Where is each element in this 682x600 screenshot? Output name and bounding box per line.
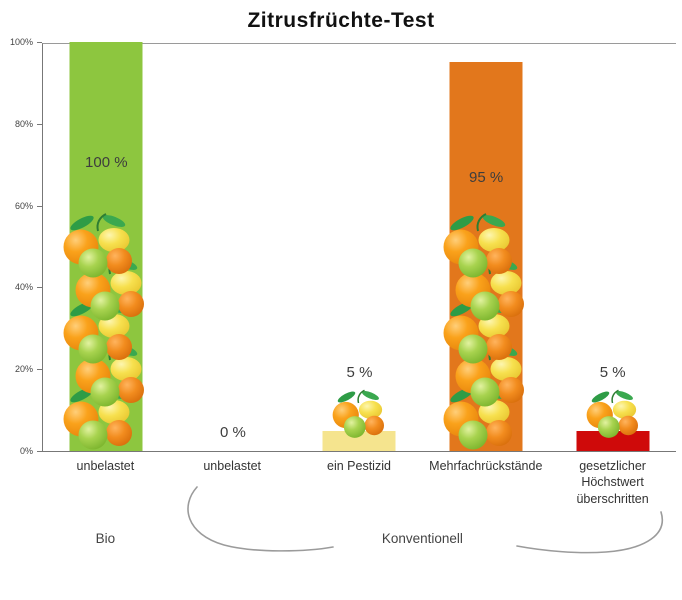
citrus-fruits-decoration	[442, 211, 526, 451]
citrus-fruits-decoration	[585, 388, 639, 439]
bar	[322, 430, 396, 451]
y-tick-mark	[37, 205, 42, 207]
y-tick-label: 80%	[14, 118, 33, 129]
bar	[576, 430, 650, 451]
bar-column: 95 %	[423, 44, 550, 451]
y-tick-mark	[37, 42, 42, 43]
bar-column: 5 %	[549, 44, 676, 451]
y-tick-label: 0%	[19, 446, 33, 456]
y-tick-label: 100%	[9, 37, 33, 47]
bar-value-label: 100 %	[85, 154, 128, 172]
citrus-fruits-decoration	[332, 388, 386, 439]
bar-value-label: 0 %	[219, 424, 246, 441]
bar-value-label: 5 %	[599, 363, 626, 381]
bar-column: 0 %	[170, 44, 297, 451]
bar-value-label: 5 %	[346, 363, 373, 381]
bar-value-label: 95 %	[468, 169, 504, 187]
y-tick-label: 60%	[14, 200, 33, 211]
plot-area: 100 % 0 % 5 % 95 % 5 %	[42, 42, 676, 452]
x-tick-label: Mehrfachrückstände	[422, 458, 549, 507]
y-tick-mark	[37, 451, 42, 452]
plot-columns: 100 % 0 % 5 % 95 % 5 %	[43, 42, 676, 451]
x-tick-label-text: gesetzlicher Höchstwert überschritten	[576, 459, 649, 506]
x-axis-labels: unbelastet unbelastet ein Pestizid Mehrfach…	[42, 458, 676, 507]
chart-title: Zitrusfrüchte-Test	[247, 9, 435, 32]
x-tick-label: unbelastet	[42, 458, 169, 507]
y-tick-mark	[37, 369, 42, 371]
x-tick-label: unbelastet	[169, 458, 296, 507]
x-tick-label-text: unbelastet	[76, 459, 135, 473]
y-tick-label: 40%	[14, 282, 33, 293]
x-tick-label: gesetzlicher Höchstwert überschritten	[549, 458, 676, 507]
y-tick-mark	[37, 123, 42, 125]
x-tick-label-text: ein Pestizid	[327, 459, 391, 473]
y-tick-mark	[37, 287, 42, 289]
group-label: Bio	[95, 531, 116, 546]
x-tick-label-text: unbelastet	[203, 459, 262, 473]
bar-column: 100 %	[43, 42, 170, 451]
group-label: Konventionell	[381, 531, 463, 546]
citrus-fruits-decoration	[62, 211, 146, 451]
bar-column: 5 %	[296, 44, 423, 451]
x-tick-label-text: Mehrfachrückstände	[429, 459, 543, 473]
y-tick-label: 20%	[14, 364, 33, 375]
x-tick-label: ein Pestizid	[296, 458, 423, 507]
group-brace-right	[516, 511, 664, 554]
y-axis: 0% 20% 40% 60% 80% 100%	[0, 38, 42, 456]
